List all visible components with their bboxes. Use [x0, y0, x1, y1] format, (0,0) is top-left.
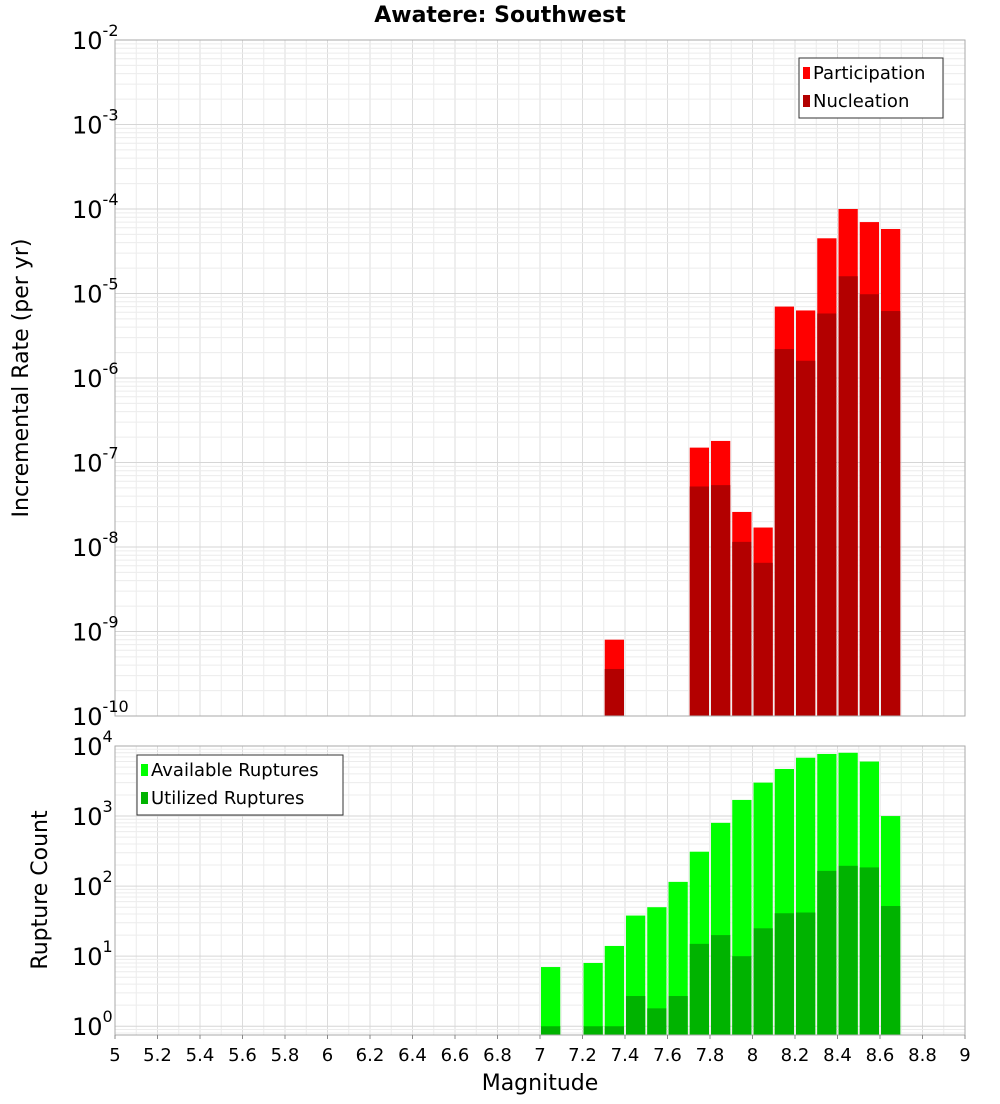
x-tick-label: 5.2	[143, 1045, 172, 1066]
y-tick-exponent: -2	[103, 21, 119, 40]
y-tick-label: 104	[72, 727, 113, 761]
x-tick-label: 6.6	[441, 1045, 470, 1066]
y-tick-label: 10-7	[72, 444, 119, 478]
x-tick-label: 8.6	[866, 1045, 895, 1066]
x-tick-label: 6.4	[398, 1045, 427, 1066]
bar-utilized-ruptures	[626, 996, 646, 1035]
x-tick-label: 8.4	[823, 1045, 852, 1066]
y-tick-exponent: -8	[103, 528, 119, 547]
y-tick-label: 10-3	[72, 106, 119, 140]
legend-swatch	[141, 792, 148, 804]
y-axis-label: Incremental Rate (per yr)	[9, 239, 34, 518]
bar-available-ruptures	[647, 907, 667, 1035]
bar-utilized-ruptures	[732, 956, 752, 1035]
y-tick-exponent: -6	[103, 359, 119, 378]
bar-nucleation	[838, 276, 858, 716]
legend-box	[136, 754, 344, 816]
x-tick-label: 8.8	[908, 1045, 937, 1066]
bar-available-ruptures	[604, 945, 624, 1035]
bar-utilized-ruptures	[774, 913, 794, 1035]
bar-available-ruptures	[583, 962, 603, 1035]
chart-title: Awatere: Southwest	[374, 3, 626, 28]
y-tick-exponent: 0	[103, 1007, 113, 1026]
y-tick-label: 10-4	[72, 190, 119, 224]
x-tick-label: 7.8	[696, 1045, 725, 1066]
x-tick-label: 6	[322, 1045, 333, 1066]
y-tick-label: 100	[72, 1007, 113, 1041]
bar-nucleation	[732, 541, 752, 716]
x-tick-label: 7.4	[611, 1045, 640, 1066]
y-tick-exponent: -9	[103, 613, 119, 632]
y-tick-exponent: 4	[103, 727, 113, 746]
y-tick-label: 101	[72, 937, 113, 971]
x-axis-label: Magnitude	[482, 1071, 599, 1096]
y-tick-label: 10-9	[72, 613, 119, 647]
y-tick-exponent: -10	[103, 697, 129, 716]
bar-utilized-ruptures	[838, 865, 858, 1035]
x-tick-label: 6.2	[356, 1045, 385, 1066]
bar-nucleation	[711, 485, 731, 716]
bar-utilized-ruptures	[796, 912, 816, 1035]
x-tick-label: 7.2	[568, 1045, 597, 1066]
bar-utilized-ruptures	[583, 1026, 603, 1035]
x-tick-label: 8	[747, 1045, 758, 1066]
x-tick-label: 5	[109, 1045, 120, 1066]
bar-utilized-ruptures	[817, 870, 837, 1035]
bar-nucleation	[689, 486, 709, 716]
y-axis-label: Rupture Count	[28, 810, 53, 970]
plot-border-0	[114, 39, 966, 717]
bar-utilized-ruptures	[753, 928, 773, 1035]
bar-nucleation	[859, 294, 879, 716]
bar-nucleation	[881, 311, 901, 716]
x-tick-label: 6.8	[483, 1045, 512, 1066]
y-tick-label: 10-8	[72, 528, 119, 562]
legend-label: Participation	[813, 63, 925, 84]
legend-label: Available Ruptures	[151, 760, 319, 781]
legend-swatch	[141, 764, 148, 776]
legend-swatch	[803, 95, 810, 107]
bar-nucleation	[817, 313, 837, 716]
y-tick-exponent: 2	[103, 867, 113, 886]
x-tick-label: 9	[959, 1045, 970, 1066]
bar-available-ruptures	[541, 967, 561, 1035]
y-tick-exponent: 3	[103, 797, 113, 816]
x-tick-label: 5.8	[271, 1045, 300, 1066]
bar-utilized-ruptures	[881, 906, 901, 1035]
y-tick-label: 10-2	[72, 21, 119, 55]
legend-swatch	[803, 67, 810, 79]
y-tick-label: 10-6	[72, 359, 119, 393]
y-tick-exponent: -4	[103, 190, 119, 209]
x-tick-label: 7	[534, 1045, 545, 1066]
bar-utilized-ruptures	[604, 1026, 624, 1035]
y-tick-label: 10-10	[72, 697, 129, 731]
y-tick-label: 102	[72, 867, 113, 901]
bar-nucleation	[796, 360, 816, 716]
y-tick-exponent: 1	[103, 937, 113, 956]
y-tick-label: 10-5	[72, 275, 119, 309]
y-tick-label: 103	[72, 797, 113, 831]
x-tick-label: 8.2	[781, 1045, 810, 1066]
bar-utilized-ruptures	[668, 996, 688, 1035]
legend-box	[798, 57, 944, 119]
y-tick-exponent: -7	[103, 444, 119, 463]
bar-utilized-ruptures	[647, 1008, 667, 1035]
bar-utilized-ruptures	[689, 943, 709, 1035]
bar-utilized-ruptures	[541, 1026, 561, 1035]
legend-label: Nucleation	[813, 91, 909, 112]
bar-utilized-ruptures	[859, 867, 879, 1035]
bar-nucleation	[774, 349, 794, 716]
y-tick-exponent: -5	[103, 275, 119, 294]
x-tick-label: 5.6	[228, 1045, 257, 1066]
bar-utilized-ruptures	[711, 935, 731, 1035]
bar-nucleation	[753, 562, 773, 716]
y-tick-exponent: -3	[103, 106, 119, 125]
bar-nucleation	[604, 668, 624, 716]
x-tick-label: 5.4	[186, 1045, 215, 1066]
legend-label: Utilized Ruptures	[151, 788, 304, 809]
x-tick-label: 7.6	[653, 1045, 682, 1066]
